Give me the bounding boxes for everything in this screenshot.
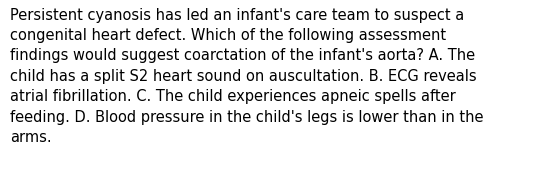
Text: Persistent cyanosis has led an infant's care team to suspect a
congenital heart : Persistent cyanosis has led an infant's … [10, 8, 484, 145]
